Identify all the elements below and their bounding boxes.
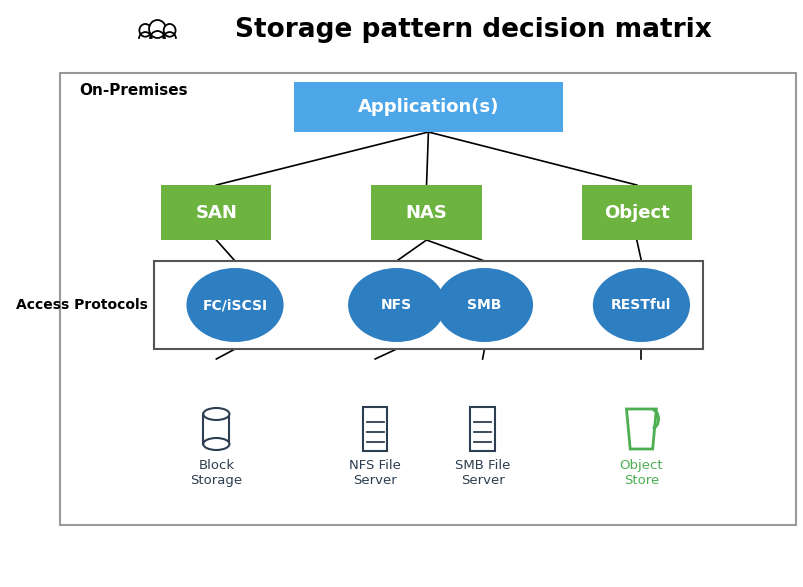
Text: NAS: NAS [405, 204, 447, 221]
Ellipse shape [435, 268, 532, 342]
Circle shape [164, 24, 175, 37]
FancyBboxPatch shape [470, 407, 494, 451]
Text: Object: Object [603, 204, 669, 221]
Text: NFS File
Server: NFS File Server [349, 459, 401, 487]
Ellipse shape [203, 438, 229, 450]
Polygon shape [626, 409, 655, 449]
Text: NFS: NFS [381, 298, 412, 312]
Text: Object
Store: Object Store [619, 459, 662, 487]
Circle shape [149, 20, 165, 38]
Text: Application(s): Application(s) [357, 98, 499, 116]
Text: Access Protocols: Access Protocols [16, 298, 148, 312]
Text: Storage pattern decision matrix: Storage pattern decision matrix [234, 17, 711, 43]
FancyBboxPatch shape [153, 261, 702, 349]
Ellipse shape [186, 268, 283, 342]
Circle shape [139, 24, 151, 37]
FancyBboxPatch shape [581, 185, 691, 240]
FancyBboxPatch shape [203, 414, 229, 444]
Text: SAN: SAN [195, 204, 237, 221]
Text: SMB: SMB [467, 298, 501, 312]
FancyBboxPatch shape [371, 185, 481, 240]
FancyBboxPatch shape [60, 73, 795, 525]
Text: Block
Storage: Block Storage [190, 459, 242, 487]
FancyBboxPatch shape [161, 185, 271, 240]
Ellipse shape [592, 268, 689, 342]
FancyBboxPatch shape [294, 82, 562, 132]
Ellipse shape [203, 408, 229, 420]
FancyBboxPatch shape [363, 407, 387, 451]
Ellipse shape [348, 268, 445, 342]
Text: On-Premises: On-Premises [79, 83, 187, 97]
Text: FC/iSCSI: FC/iSCSI [202, 298, 267, 312]
Text: RESTful: RESTful [610, 298, 671, 312]
Text: SMB File
Server: SMB File Server [454, 459, 510, 487]
